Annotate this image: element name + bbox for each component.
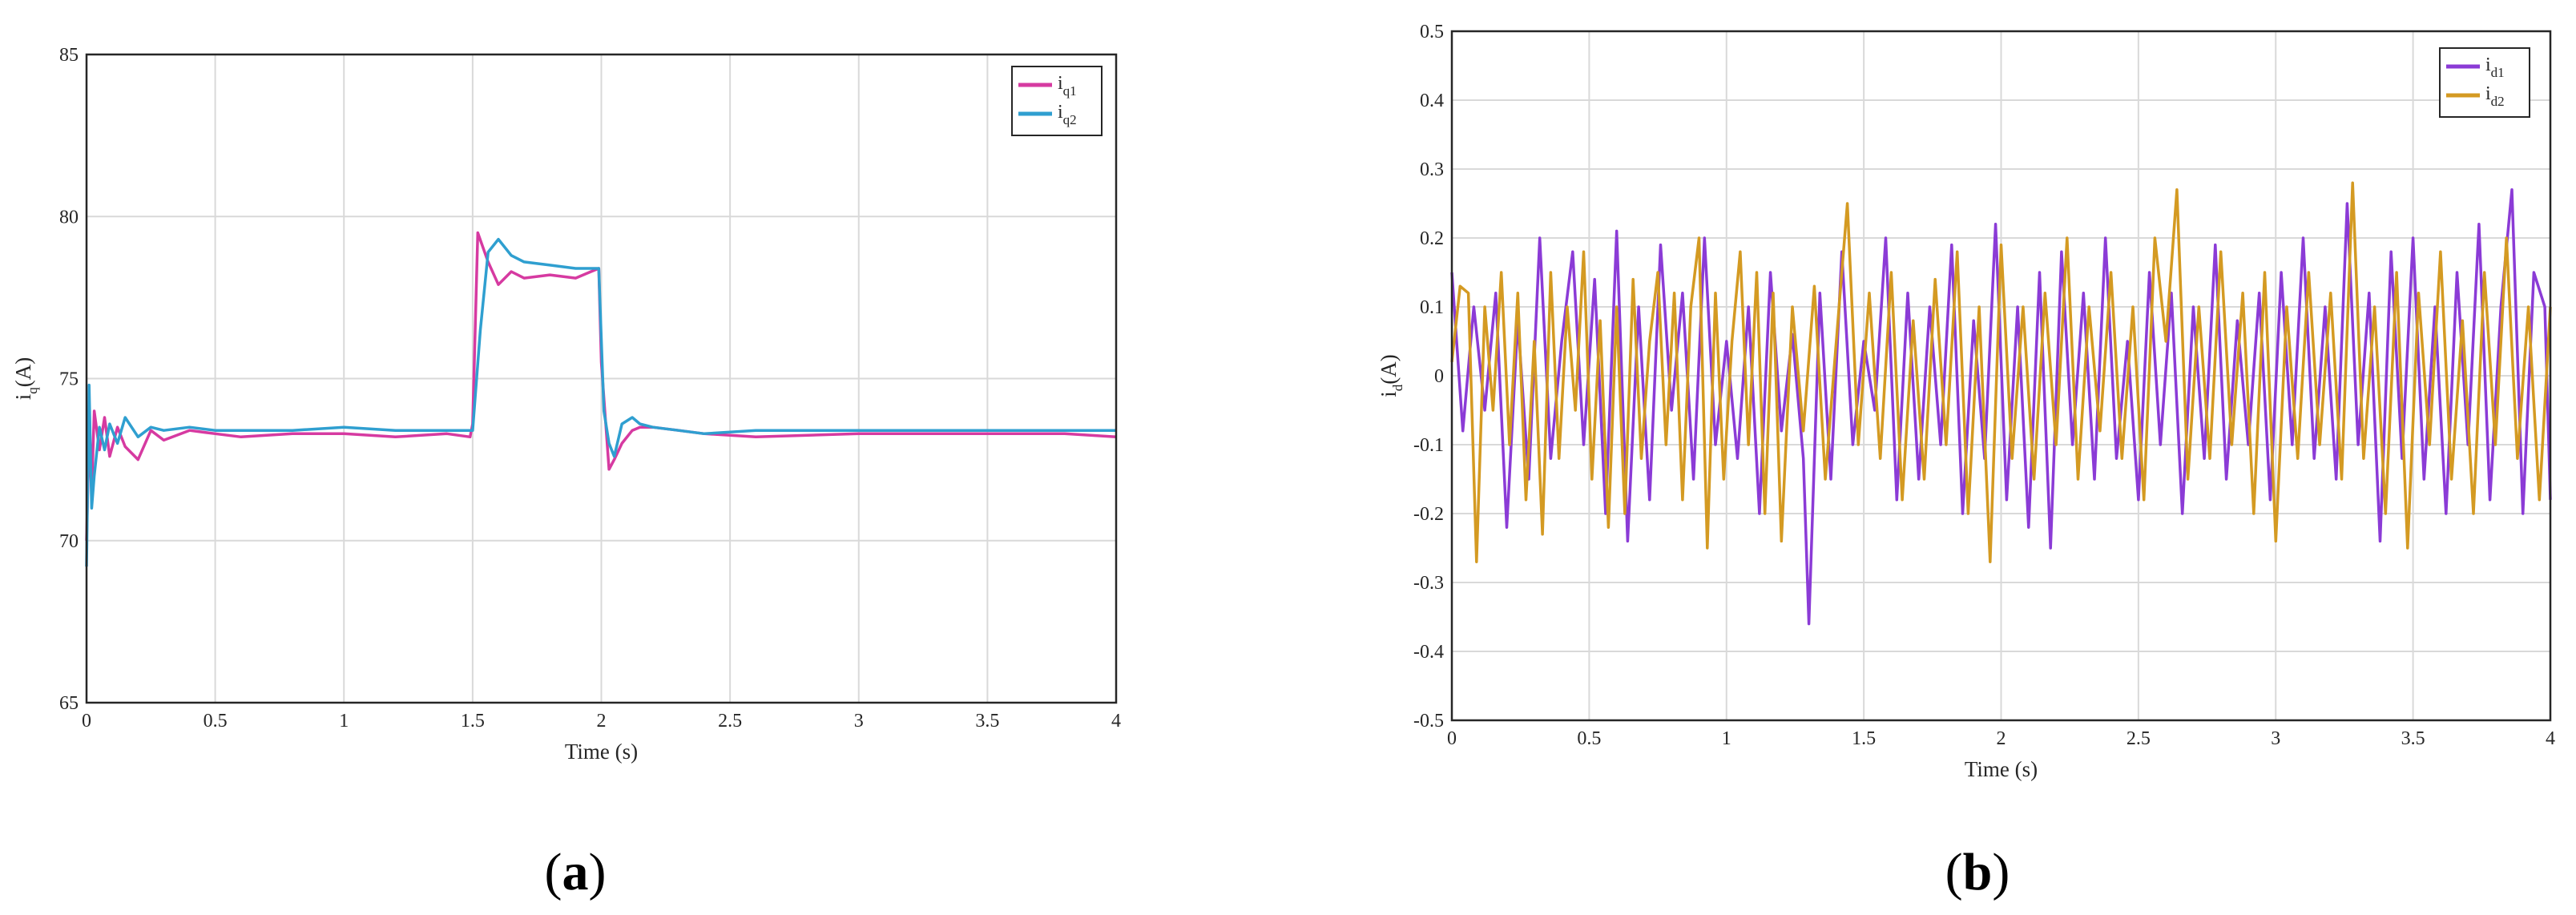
y-tick-label: 85	[59, 45, 79, 66]
x-tick-label: 3	[854, 711, 864, 732]
panel-label-b-close: )	[1992, 843, 2010, 901]
x-tick-label: 3.5	[975, 711, 999, 732]
panel-label-b-letter: b	[1963, 843, 1993, 901]
x-axis-label-a: Time (s)	[565, 740, 638, 764]
chart-id-current: 0 0.5 1 1.5 2 2.5 3 3.5 4 -0.5-0.4-0.3-0.2-0.100…	[1377, 22, 2555, 781]
y-axis-label-a: iq(A)	[11, 357, 40, 401]
y-tick-label: -0.2	[1413, 504, 1444, 525]
x-tick-label: 4	[2546, 728, 2555, 749]
y-tick-label: 80	[59, 207, 79, 228]
y-tick-label: 0.5	[1420, 22, 1444, 42]
y-axis-label-unit: (A)	[11, 357, 35, 387]
x-tick-label: 3	[2271, 728, 2280, 749]
y-axis-label-main: i	[1377, 391, 1401, 397]
x-tick-label: 0	[82, 711, 91, 732]
x-tick-label: 2.5	[2127, 728, 2151, 749]
legend-label-iq2-main: i	[1058, 102, 1063, 123]
x-tick-label: 0.5	[204, 711, 228, 732]
legend-b: id1 id2	[2439, 47, 2530, 118]
x-tick-label: 2.5	[718, 711, 742, 732]
x-tick-label: 0	[1447, 728, 1457, 749]
legend-label-iq1: iq1	[1058, 73, 1077, 99]
panel-label-a-letter: a	[562, 843, 589, 901]
series-line-iq2	[85, 237, 1116, 567]
legend-label-id2-main: i	[2485, 83, 2491, 104]
y-axis-label-b: id(A)	[1377, 354, 1405, 397]
legend-box-b	[2439, 47, 2530, 118]
panel-label-b: (b)	[1945, 843, 2010, 901]
series-line-id2	[1450, 181, 2552, 563]
y-tick-label: -0.5	[1413, 711, 1444, 732]
axes-frame-a	[85, 53, 1118, 704]
y-tick-labels-a: 65 70 75 80 85	[59, 45, 79, 714]
y-tick-label: 0	[1434, 366, 1444, 387]
y-tick-label: 0.2	[1420, 228, 1444, 249]
legend-box-a	[1011, 66, 1103, 136]
y-axis-label-sub: d	[1390, 384, 1405, 391]
panel-label-a: (a)	[545, 843, 607, 901]
x-tick-label: 3.5	[2401, 728, 2425, 749]
y-tick-label: -0.3	[1413, 573, 1444, 594]
legend-label-id1-main: i	[2485, 54, 2491, 75]
x-tick-labels-b: 0 0.5 1 1.5 2 2.5 3 3.5 4	[1447, 728, 2555, 749]
x-tick-label: 2	[597, 711, 607, 732]
panel-label-a-open: (	[545, 843, 562, 901]
y-axis-label-main: i	[11, 394, 35, 401]
legend-label-id2-sub: d2	[2491, 94, 2505, 109]
y-tick-label: 0.4	[1420, 91, 1444, 111]
y-axis-label-unit: (A)	[1377, 354, 1401, 384]
legend-label-iq1-sub: q1	[1063, 83, 1077, 99]
legend-label-iq2: iq2	[1058, 102, 1077, 127]
x-axis-label-b: Time (s)	[1965, 757, 2038, 781]
series-layer-b	[1450, 181, 2552, 626]
y-tick-label: 75	[59, 369, 79, 390]
legend-label-iq2-sub: q2	[1063, 112, 1077, 127]
panel-label-a-close: )	[589, 843, 607, 901]
y-tick-label: 0.1	[1420, 297, 1444, 318]
legend-a: iq1 iq2	[1011, 66, 1103, 136]
x-tick-label: 1.5	[461, 711, 485, 732]
y-tick-label: 70	[59, 531, 79, 552]
axes-frame-b	[1450, 30, 2552, 722]
legend-label-iq1-main: i	[1058, 73, 1063, 94]
y-axis-label-sub: q	[25, 387, 40, 394]
legend-label-id1: id1	[2485, 54, 2505, 80]
panel-label-b-open: (	[1945, 843, 1963, 901]
x-tick-label: 1	[1722, 728, 1731, 749]
y-tick-label: 0.3	[1420, 159, 1444, 180]
x-tick-label: 2	[1997, 728, 2006, 749]
x-tick-label: 4	[1111, 711, 1121, 732]
y-tick-label: -0.4	[1413, 642, 1444, 663]
x-tick-labels-a: 0 0.5 1 1.5 2 2.5 3 3.5 4	[82, 711, 1121, 732]
grid-b	[1452, 31, 2550, 720]
legend-label-id1-sub: d1	[2491, 65, 2505, 80]
y-tick-labels-b: -0.5 -0.4 -0.3 -0.2 -0.1 0 0.1 0.2 0.3 0.4 0.5	[1413, 22, 1444, 732]
series-layer-a	[85, 231, 1117, 567]
legend-label-id2: id2	[2485, 83, 2505, 109]
y-tick-label: -0.1	[1413, 435, 1444, 456]
y-tick-label: 65	[59, 693, 79, 714]
x-tick-label: 0.5	[1577, 728, 1601, 749]
x-tick-label: 1.5	[1852, 728, 1876, 749]
x-tick-label: 1	[339, 711, 349, 732]
